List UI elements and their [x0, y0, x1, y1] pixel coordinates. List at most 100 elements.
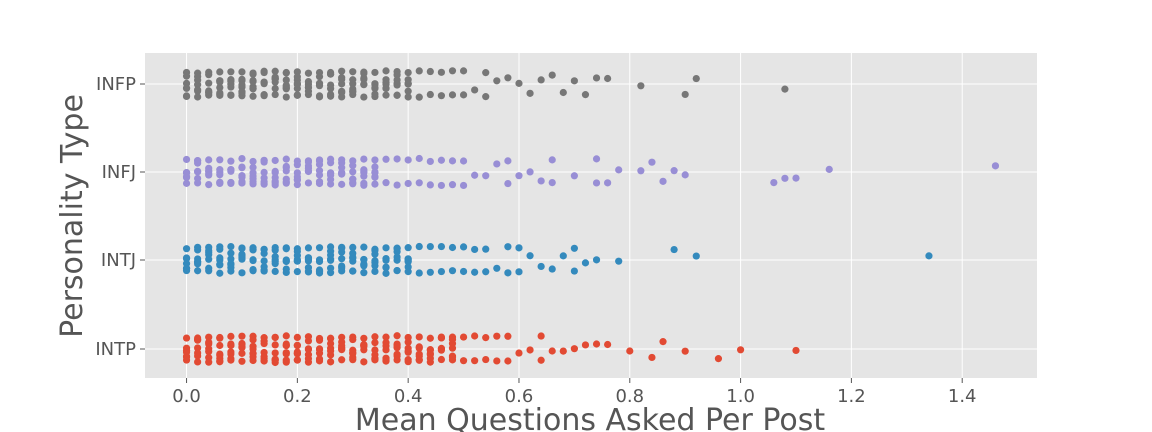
data-point	[249, 157, 257, 166]
data-point	[327, 175, 335, 184]
data-point	[559, 347, 567, 355]
data-point	[437, 181, 446, 190]
data-point	[526, 346, 534, 354]
data-point	[471, 268, 479, 276]
data-point	[349, 76, 357, 84]
data-point	[260, 68, 268, 77]
data-point	[271, 349, 279, 357]
data-point	[315, 355, 324, 363]
data-point	[227, 260, 235, 268]
data-point	[526, 168, 534, 176]
data-point	[249, 92, 257, 100]
y-tick-label-infj: INFJ	[102, 162, 136, 183]
data-point	[371, 333, 379, 341]
data-point	[315, 157, 324, 165]
data-point	[371, 156, 379, 164]
data-point	[615, 257, 623, 265]
data-point	[216, 357, 224, 365]
data-point	[227, 249, 235, 257]
data-point	[482, 268, 490, 276]
data-point	[781, 174, 789, 182]
data-point	[371, 84, 379, 92]
data-point	[282, 340, 290, 348]
data-point	[304, 179, 313, 187]
data-point	[293, 91, 301, 99]
data-point	[570, 345, 578, 353]
data-point	[227, 80, 235, 88]
data-point	[548, 156, 556, 164]
data-point	[271, 256, 279, 264]
data-point	[249, 345, 257, 353]
data-point	[504, 243, 512, 251]
data-point	[471, 357, 479, 365]
data-point	[327, 247, 335, 255]
data-point	[194, 260, 202, 268]
data-point	[282, 245, 290, 253]
data-point	[415, 154, 423, 163]
data-point	[327, 264, 335, 272]
data-point	[404, 338, 412, 346]
data-point	[327, 358, 335, 366]
data-point	[404, 87, 412, 95]
data-point	[216, 254, 224, 262]
data-point	[404, 244, 412, 252]
data-point	[338, 87, 346, 95]
data-point	[437, 242, 446, 251]
data-point	[515, 172, 523, 180]
data-point	[293, 267, 301, 276]
data-point	[260, 249, 268, 258]
data-point	[659, 177, 667, 185]
x-tick-label: 1.4	[948, 386, 977, 407]
data-point	[349, 243, 357, 251]
data-point	[260, 91, 268, 99]
data-point	[282, 68, 290, 77]
data-point	[304, 345, 313, 354]
data-point	[260, 257, 268, 265]
data-point	[315, 244, 324, 252]
data-point	[349, 175, 357, 183]
data-point	[282, 265, 290, 273]
data-point	[426, 268, 434, 276]
data-point	[227, 179, 235, 188]
data-point	[349, 87, 357, 95]
data-point	[360, 155, 368, 163]
data-point	[692, 252, 700, 260]
data-point	[349, 162, 357, 170]
data-point	[570, 77, 578, 85]
data-point	[991, 162, 1000, 170]
data-point	[548, 265, 556, 273]
data-point	[238, 244, 246, 252]
data-point	[415, 242, 423, 251]
data-point	[448, 181, 457, 189]
data-point	[482, 334, 490, 342]
data-point	[482, 355, 490, 364]
data-point	[304, 77, 313, 86]
data-point	[537, 332, 545, 340]
data-point	[360, 81, 368, 89]
data-point	[238, 173, 246, 181]
data-point	[238, 269, 246, 277]
data-point	[448, 157, 457, 165]
data-point	[271, 67, 279, 75]
data-point	[338, 67, 346, 75]
data-point	[426, 67, 434, 76]
data-point	[327, 347, 335, 355]
data-point	[526, 252, 534, 260]
y-axis-ticks: INFP INFJ INTJ INTP	[95, 74, 145, 360]
data-point	[349, 168, 357, 176]
data-point	[205, 251, 213, 259]
x-tick-label: 0.0	[172, 386, 201, 407]
data-point	[315, 349, 324, 357]
data-point	[282, 356, 290, 364]
data-point	[504, 157, 512, 165]
data-point	[404, 348, 412, 356]
data-point	[327, 255, 335, 263]
data-point	[205, 166, 213, 175]
data-point	[592, 340, 601, 348]
data-point	[260, 157, 268, 165]
data-point	[570, 172, 578, 180]
grid-lines	[145, 53, 1037, 378]
data-point	[349, 335, 357, 344]
data-point	[338, 255, 346, 263]
data-point	[637, 167, 645, 175]
